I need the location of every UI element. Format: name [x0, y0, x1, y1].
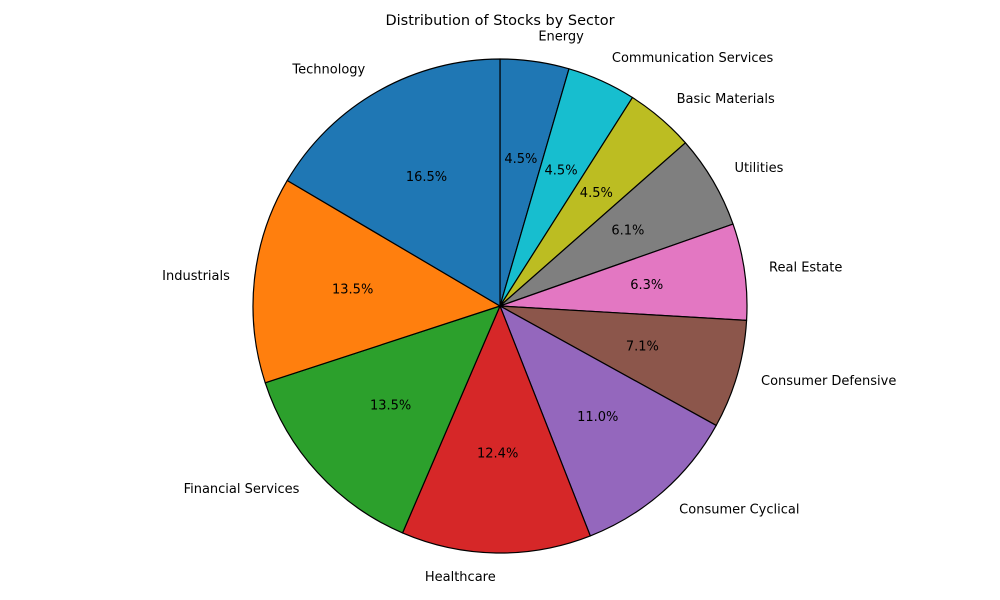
slice-label-financial-services: Financial Services [184, 482, 300, 497]
pie-slice-technology [286, 58, 501, 307]
pie-slice-consumer-defensive [499, 305, 748, 427]
pie-slice-financial-services [264, 305, 501, 534]
pie-slice-industrials [252, 179, 501, 384]
slice-label-healthcare: Healthcare [425, 570, 496, 585]
pct-label-consumer-cyclical: 11.0% [577, 410, 618, 425]
percent-labels: 4.5%4.5%4.5%6.1%6.3%7.1%11.0%12.4%13.5%1… [332, 152, 663, 462]
pct-label-basic-materials: 4.5% [580, 186, 613, 201]
slice-label-technology: Technology [291, 63, 365, 78]
pct-label-utilities: 6.1% [611, 224, 644, 239]
pct-label-consumer-defensive: 7.1% [626, 340, 659, 355]
pie-slice-healthcare [401, 305, 591, 554]
slice-label-communication-services: Communication Services [612, 51, 774, 66]
slice-label-energy: Energy [538, 30, 584, 45]
pie-slices [252, 58, 748, 554]
slice-label-basic-materials: Basic Materials [677, 92, 775, 107]
slice-label-real-estate: Real Estate [769, 261, 842, 276]
pct-label-energy: 4.5% [504, 152, 537, 167]
slice-label-consumer-cyclical: Consumer Cyclical [679, 503, 799, 518]
slice-label-industrials: Industrials [162, 269, 230, 284]
chart-title: Distribution of Stocks by Sector [385, 13, 614, 29]
pct-label-industrials: 13.5% [332, 282, 373, 297]
pct-label-financial-services: 13.5% [370, 398, 411, 413]
slice-labels: Energy Communication Services Basic Materi… [162, 30, 896, 586]
pct-label-real-estate: 6.3% [630, 278, 663, 293]
slice-label-utilities: Utilities [734, 161, 783, 176]
pct-label-healthcare: 12.4% [477, 447, 518, 462]
pie-slice-consumer-cyclical [499, 305, 717, 537]
pct-label-communication-services: 4.5% [545, 163, 578, 178]
slice-label-consumer-defensive: Consumer Defensive [761, 374, 896, 389]
pct-label-technology: 16.5% [406, 170, 447, 185]
